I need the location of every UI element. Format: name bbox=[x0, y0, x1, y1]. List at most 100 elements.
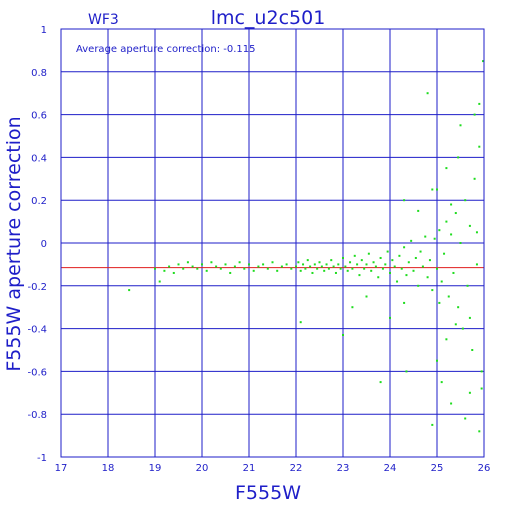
data-point bbox=[342, 256, 344, 259]
y-tick-label: -0.8 bbox=[27, 410, 47, 421]
data-point bbox=[351, 306, 354, 309]
data-point bbox=[473, 177, 476, 180]
data-point bbox=[452, 271, 455, 274]
data-point bbox=[405, 274, 408, 277]
data-point bbox=[436, 188, 438, 191]
x-tick-label: 20 bbox=[196, 463, 209, 474]
data-point bbox=[370, 269, 373, 272]
data-point bbox=[438, 301, 441, 304]
data-point bbox=[163, 269, 166, 272]
data-point bbox=[372, 261, 375, 264]
data-point bbox=[201, 263, 203, 266]
data-point bbox=[436, 359, 438, 362]
data-point bbox=[398, 254, 401, 257]
data-point bbox=[158, 280, 161, 283]
x-tick-label: 18 bbox=[102, 463, 115, 474]
data-point bbox=[464, 417, 467, 420]
data-point bbox=[262, 263, 265, 266]
y-tick-label: 0.8 bbox=[31, 68, 47, 79]
data-point bbox=[339, 267, 342, 270]
data-point bbox=[461, 327, 464, 330]
data-point bbox=[233, 265, 236, 268]
data-point bbox=[445, 338, 448, 341]
data-point bbox=[447, 295, 450, 298]
y-tick-label: -0.2 bbox=[27, 282, 47, 293]
data-point bbox=[457, 306, 460, 309]
data-point bbox=[215, 265, 218, 268]
data-point bbox=[445, 220, 448, 223]
data-point bbox=[313, 263, 316, 266]
data-point bbox=[421, 265, 424, 268]
data-point bbox=[229, 271, 232, 274]
data-point bbox=[482, 60, 485, 63]
data-point bbox=[346, 269, 349, 272]
data-point bbox=[356, 263, 359, 266]
data-point bbox=[299, 321, 302, 324]
data-point bbox=[450, 203, 453, 206]
data-point bbox=[468, 224, 471, 227]
data-point bbox=[403, 301, 406, 304]
x-tick-label: 26 bbox=[478, 463, 491, 474]
data-point bbox=[238, 261, 241, 264]
data-point bbox=[431, 289, 434, 292]
data-point bbox=[431, 423, 434, 426]
data-point bbox=[478, 145, 481, 148]
data-point bbox=[323, 269, 326, 272]
data-point bbox=[405, 370, 408, 373]
data-point bbox=[309, 265, 312, 268]
data-point bbox=[295, 265, 297, 268]
data-point bbox=[381, 267, 384, 270]
y-tick-labels: -1 -0.8 -0.6 -0.4 -0.2 0 0.2 0.4 0.6 0.8 1 bbox=[27, 25, 47, 464]
y-axis-label: F555W aperture correction bbox=[3, 116, 25, 371]
data-point bbox=[440, 280, 443, 283]
data-point bbox=[400, 267, 403, 270]
data-point bbox=[344, 265, 347, 268]
data-point bbox=[403, 246, 406, 249]
y-tick-label: -0.4 bbox=[27, 325, 47, 336]
data-point bbox=[302, 263, 305, 266]
data-point bbox=[365, 295, 368, 298]
average-correction-note: Average aperture correction: -0.115 bbox=[76, 44, 256, 55]
data-point bbox=[384, 263, 387, 266]
data-point bbox=[304, 267, 307, 270]
y-tick-label: 0.2 bbox=[31, 196, 47, 207]
data-point bbox=[342, 334, 344, 337]
data-point bbox=[177, 263, 180, 266]
y-tick-label: 0.6 bbox=[31, 111, 47, 122]
data-point bbox=[248, 263, 250, 266]
data-point bbox=[168, 265, 171, 268]
data-point bbox=[325, 263, 328, 266]
x-tick-label: 22 bbox=[290, 463, 303, 474]
grid bbox=[61, 29, 484, 457]
x-tick-label: 17 bbox=[55, 463, 68, 474]
data-point bbox=[191, 265, 194, 268]
data-point bbox=[320, 265, 323, 268]
data-point bbox=[306, 259, 309, 262]
data-point bbox=[428, 259, 431, 262]
data-point bbox=[389, 271, 391, 274]
data-point bbox=[412, 269, 415, 272]
data-point bbox=[363, 267, 366, 270]
data-point bbox=[266, 267, 269, 270]
data-point bbox=[478, 102, 481, 105]
y-tick-label: 0.4 bbox=[31, 153, 47, 164]
data-point bbox=[417, 284, 420, 287]
data-point bbox=[436, 267, 438, 270]
data-point bbox=[360, 259, 363, 262]
x-tick-label: 24 bbox=[384, 463, 397, 474]
data-point bbox=[431, 188, 434, 191]
data-point bbox=[407, 261, 410, 264]
data-point bbox=[457, 156, 460, 159]
x-tick-label: 23 bbox=[337, 463, 350, 474]
data-point bbox=[297, 261, 300, 264]
data-point bbox=[438, 229, 441, 232]
data-point bbox=[334, 271, 337, 274]
data-point bbox=[468, 316, 471, 319]
data-point bbox=[353, 254, 356, 257]
data-point bbox=[318, 261, 321, 264]
data-point bbox=[332, 265, 335, 268]
data-point bbox=[471, 349, 474, 351]
y-tick-label: -1 bbox=[37, 453, 47, 464]
data-point bbox=[374, 265, 377, 268]
x-axis-label: F555W bbox=[235, 482, 301, 504]
